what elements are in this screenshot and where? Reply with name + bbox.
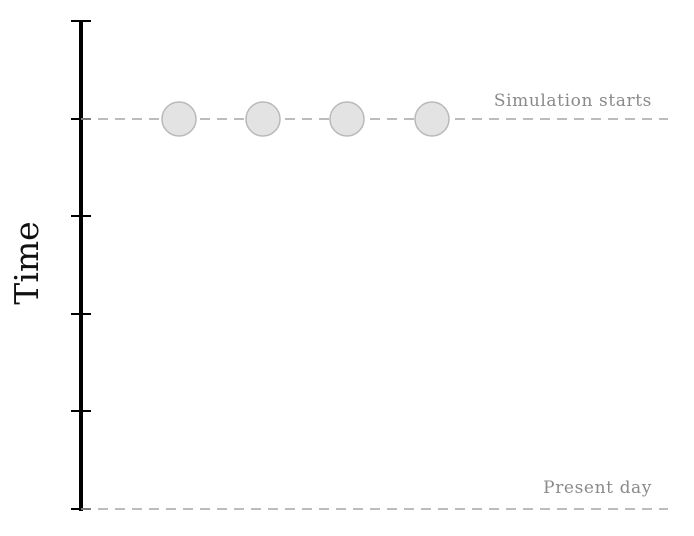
simulation-start-label: Simulation starts xyxy=(494,91,652,111)
initial-node xyxy=(329,101,365,137)
initial-node xyxy=(245,101,281,137)
initial-node xyxy=(161,101,197,137)
time-axis-title: Time xyxy=(7,221,46,304)
present-day-label: Present day xyxy=(543,478,652,498)
initial-node xyxy=(414,101,450,137)
